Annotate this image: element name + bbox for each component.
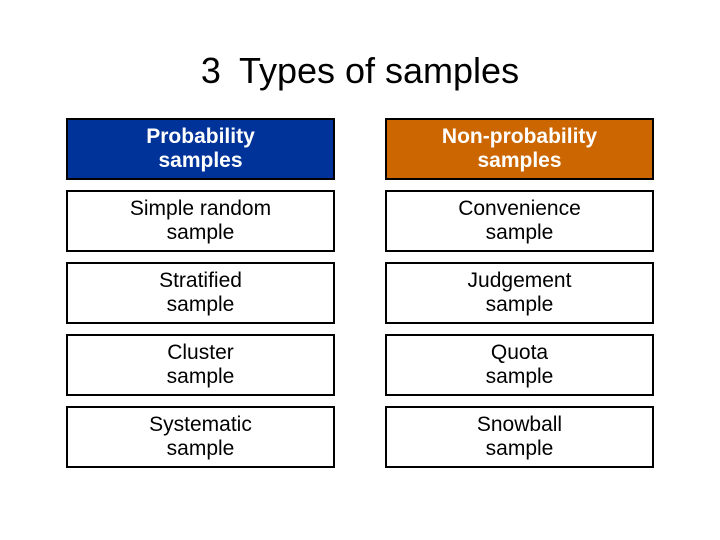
cell-judgement: Judgement sample <box>385 262 654 324</box>
cell-line1: Judgement <box>468 269 572 292</box>
cell-snowball: Snowball sample <box>385 406 654 468</box>
cell-line2: sample <box>167 221 235 244</box>
cell-quota: Quota sample <box>385 334 654 396</box>
cell-line2: sample <box>486 221 554 244</box>
cell-line2: sample <box>486 293 554 316</box>
cell-line1: Convenience <box>458 197 581 220</box>
slide-title: 3 Types of samples <box>0 50 720 92</box>
cell-stratified: Stratified sample <box>66 262 335 324</box>
cell-line2: samples <box>158 149 242 172</box>
cell-line1: Simple random <box>130 197 271 220</box>
cell-line2: sample <box>167 365 235 388</box>
cell-line1: Cluster <box>167 341 234 364</box>
cell-convenience: Convenience sample <box>385 190 654 252</box>
cell-line2: samples <box>477 149 561 172</box>
cell-line2: sample <box>167 437 235 460</box>
cell-line1: Systematic <box>149 413 252 436</box>
col-header-probability: Probability samples <box>66 118 335 180</box>
title-text: Types of samples <box>239 50 519 91</box>
col-header-nonprobability: Non-probability samples <box>385 118 654 180</box>
cell-line2: sample <box>167 293 235 316</box>
cell-line2: sample <box>486 437 554 460</box>
title-number: 3 <box>201 50 221 92</box>
cell-cluster: Cluster sample <box>66 334 335 396</box>
cell-line1: Probability <box>146 125 255 148</box>
slide: 3 Types of samples Probability samples No… <box>0 0 720 540</box>
cell-simple-random: Simple random sample <box>66 190 335 252</box>
cell-line1: Non-probability <box>442 125 597 148</box>
cell-systematic: Systematic sample <box>66 406 335 468</box>
cell-line1: Stratified <box>159 269 242 292</box>
samples-grid: Probability samples Non-probability samp… <box>66 118 654 468</box>
cell-line1: Snowball <box>477 413 562 436</box>
cell-line2: sample <box>486 365 554 388</box>
cell-line1: Quota <box>491 341 548 364</box>
